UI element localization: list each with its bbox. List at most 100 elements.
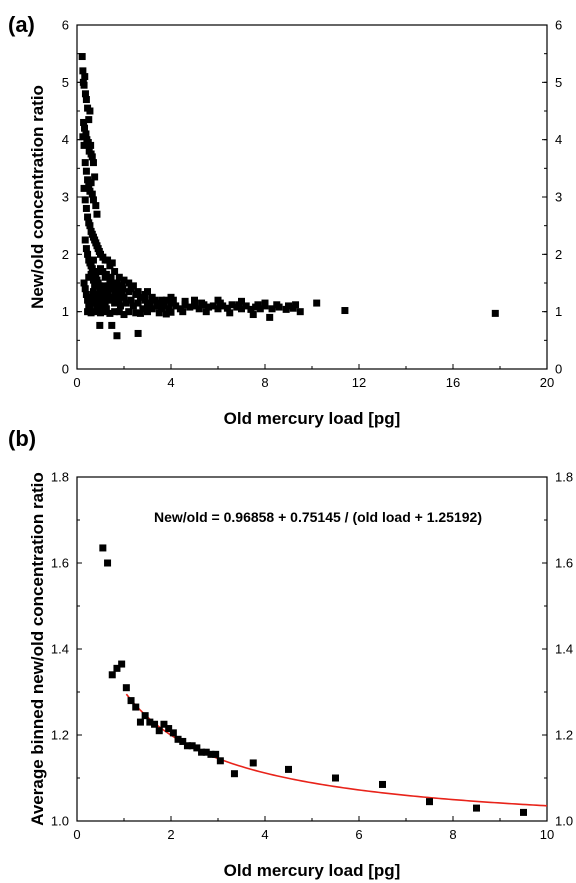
- data-point: [120, 311, 128, 319]
- data-point: [78, 53, 86, 61]
- data-point: [87, 179, 95, 187]
- data-point: [341, 307, 349, 315]
- data-point: [80, 279, 88, 287]
- data-point: [134, 329, 142, 337]
- y-tick-label: 1.2: [51, 728, 69, 743]
- data-point: [207, 750, 215, 758]
- data-point: [134, 299, 142, 307]
- data-point: [132, 309, 140, 317]
- data-point: [92, 296, 100, 304]
- data-point: [84, 213, 92, 221]
- y-tick-label: 1.0: [51, 814, 69, 829]
- data-point: [81, 124, 89, 132]
- data-point: [136, 293, 144, 301]
- data-point: [167, 308, 175, 316]
- data-point: [214, 305, 222, 313]
- x-tick-label: 10: [540, 827, 554, 842]
- data-point: [266, 313, 274, 321]
- y-tick-label: 1.4: [51, 642, 69, 657]
- data-point: [144, 308, 151, 316]
- data-point: [111, 308, 119, 316]
- data-point: [101, 308, 109, 316]
- data-point: [254, 301, 262, 309]
- data-point: [80, 118, 88, 126]
- x-tick-label: 20: [540, 375, 554, 390]
- data-point: [112, 293, 120, 301]
- data-point: [292, 301, 300, 309]
- data-point: [162, 296, 170, 304]
- data-point: [118, 660, 126, 668]
- data-point: [132, 703, 140, 711]
- data-point: [92, 308, 100, 316]
- data-point: [87, 309, 95, 317]
- data-point: [146, 718, 154, 726]
- data-point: [209, 302, 217, 310]
- y-tick-label-right: 1.4: [555, 642, 573, 657]
- data-point: [113, 288, 121, 296]
- data-point: [144, 288, 151, 296]
- x-tick-label: 4: [261, 827, 268, 842]
- data-point: [122, 299, 130, 307]
- data-point: [285, 302, 292, 310]
- panel-b-x-axis-title: Old mercury load [pg]: [224, 861, 401, 880]
- data-point: [155, 309, 163, 317]
- data-point: [108, 671, 116, 679]
- data-point: [84, 250, 92, 258]
- data-point: [82, 245, 90, 253]
- data-point: [247, 305, 255, 313]
- data-point: [141, 296, 149, 304]
- data-point: [89, 288, 97, 296]
- data-point: [139, 305, 147, 313]
- x-tick-label: 0: [73, 827, 80, 842]
- data-point: [99, 282, 107, 290]
- x-tick-label: 2: [167, 827, 174, 842]
- data-point: [87, 270, 95, 278]
- y-tick-label-right: 1: [555, 304, 562, 319]
- panel-b-ticks: 0 2 4 6 8 101.0 1.01.2 1.21.4 1.41.6 1.61.8 1.8: [51, 470, 573, 843]
- data-point: [249, 759, 257, 767]
- data-point: [195, 305, 203, 313]
- data-point: [238, 297, 245, 305]
- data-point: [113, 332, 121, 340]
- y-tick-label: 4: [62, 132, 69, 147]
- data-point: [491, 309, 499, 317]
- y-tick-label-right: 1.2: [555, 728, 573, 743]
- data-point: [88, 153, 96, 161]
- data-point: [101, 299, 109, 307]
- data-point: [379, 780, 386, 788]
- data-point: [92, 202, 100, 210]
- x-tick-label: 12: [352, 375, 366, 390]
- y-tick-label-right: 1.0: [555, 814, 573, 829]
- data-point: [80, 141, 88, 149]
- data-point: [108, 321, 116, 329]
- data-point: [473, 804, 480, 812]
- y-tick-label: 3: [62, 190, 69, 205]
- data-point: [181, 297, 189, 305]
- data-point: [214, 296, 222, 304]
- data-point: [106, 309, 114, 317]
- data-point: [332, 774, 339, 782]
- data-point: [122, 684, 130, 692]
- data-point: [86, 222, 94, 230]
- data-point: [426, 798, 433, 806]
- data-point: [212, 750, 220, 758]
- data-point: [186, 303, 194, 311]
- data-point: [172, 302, 180, 310]
- panel-b-scatter-plot: (b) 0 2 4 6 8 101.0 1.01.2 1.21.4 1.41.6 1.61.8 1.…: [8, 426, 573, 880]
- data-point: [198, 299, 206, 307]
- y-tick-label-right: 0: [555, 362, 562, 377]
- panel-b-y-axis-title: Average binned new/old concentration rat…: [28, 472, 47, 826]
- data-point: [134, 288, 142, 296]
- data-point: [81, 90, 89, 98]
- data-point: [82, 290, 90, 298]
- data-point: [88, 293, 96, 301]
- data-point: [226, 309, 234, 317]
- panel-a-x-axis-title: Old mercury load [pg]: [224, 409, 401, 428]
- data-point: [100, 290, 108, 298]
- data-point: [249, 311, 257, 319]
- data-point: [116, 302, 124, 310]
- data-point: [99, 544, 107, 552]
- data-point: [81, 236, 89, 244]
- data-point: [108, 259, 116, 267]
- data-point: [273, 301, 281, 309]
